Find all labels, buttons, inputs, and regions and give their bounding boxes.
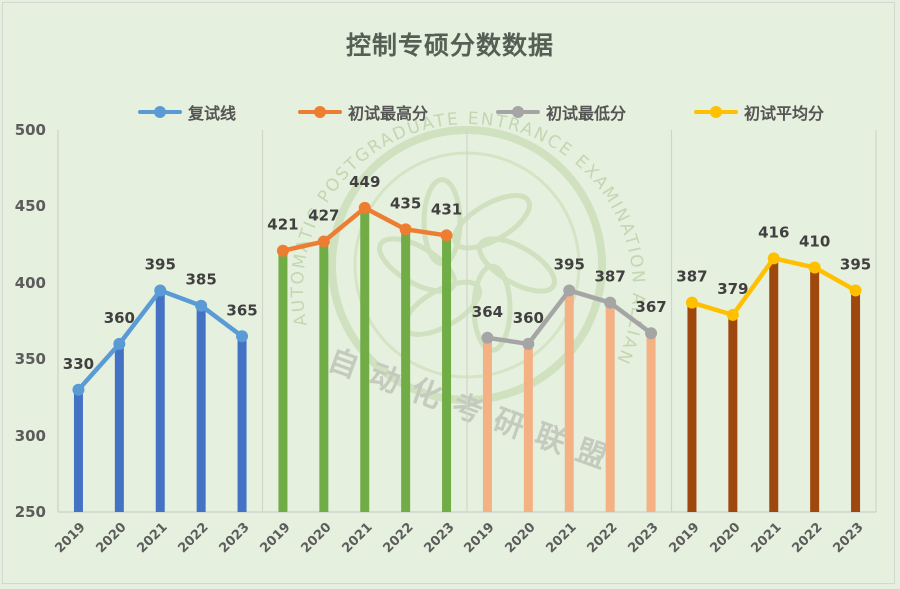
data-label: 416 (758, 223, 789, 241)
data-label: 385 (185, 271, 216, 289)
y-tick: 500 (14, 121, 46, 139)
bar[interactable] (196, 305, 206, 512)
bar[interactable] (278, 250, 288, 512)
data-label: 387 (676, 268, 707, 286)
bar[interactable] (769, 258, 779, 512)
bar[interactable] (687, 302, 697, 512)
data-point[interactable] (72, 383, 85, 396)
data-label: 330 (63, 355, 94, 373)
data-point[interactable] (685, 296, 698, 309)
bar[interactable] (360, 207, 370, 513)
data-point[interactable] (358, 201, 371, 214)
bar[interactable] (401, 229, 411, 512)
data-label: 387 (594, 268, 625, 286)
data-point[interactable] (645, 327, 658, 340)
data-point[interactable] (317, 235, 330, 248)
bar[interactable] (73, 389, 83, 512)
data-label: 360 (104, 309, 135, 327)
legend-line-marker-icon (496, 100, 540, 124)
data-point[interactable] (195, 299, 208, 312)
data-point[interactable] (849, 284, 862, 297)
y-tick: 300 (14, 427, 46, 445)
series-4: 387 379 416 410 395 (676, 223, 871, 512)
legend-label: 初试最低分 (546, 104, 627, 123)
legend-line-marker-icon (138, 100, 182, 124)
data-point[interactable] (726, 308, 739, 321)
legend-item-retest-line[interactable]: 复试线 (138, 100, 236, 124)
y-tick: 450 (14, 197, 46, 215)
data-point[interactable] (276, 244, 289, 257)
data-label: 410 (799, 233, 830, 251)
bar[interactable] (155, 290, 165, 512)
data-label: 367 (635, 298, 666, 316)
bar[interactable] (646, 333, 656, 512)
data-point[interactable] (604, 296, 617, 309)
data-point[interactable] (563, 284, 576, 297)
y-tick: 400 (14, 274, 46, 292)
data-label: 365 (226, 301, 257, 319)
legend-item-avg-score[interactable]: 初试平均分 (694, 100, 824, 124)
legend-line-marker-icon (694, 100, 738, 124)
data-label: 435 (390, 194, 421, 212)
data-label: 364 (472, 303, 503, 321)
data-point[interactable] (481, 331, 494, 344)
data-point[interactable] (767, 252, 780, 265)
data-point[interactable] (113, 337, 126, 350)
bar[interactable] (810, 267, 820, 512)
legend: 复试线 初试最高分 初试最低分 初试平均分 (0, 100, 900, 124)
bar[interactable] (851, 290, 861, 512)
data-label: 431 (431, 200, 462, 218)
data-label: 395 (145, 255, 176, 273)
bar[interactable] (319, 241, 329, 512)
bar[interactable] (237, 336, 247, 512)
series-1: 330 360 395 385 365 (63, 255, 258, 512)
bar[interactable] (482, 337, 492, 512)
data-point[interactable] (808, 261, 821, 274)
data-label: 360 (513, 309, 544, 327)
series-2: 421 427 449 435 431 (267, 173, 462, 513)
legend-item-min-score[interactable]: 初试最低分 (496, 100, 626, 124)
data-label: 421 (267, 216, 298, 234)
legend-label: 初试最高分 (348, 104, 429, 123)
bar[interactable] (605, 302, 615, 512)
legend-label: 复试线 (188, 104, 237, 123)
series-3: 364 360 395 387 367 (472, 255, 667, 512)
data-point[interactable] (154, 284, 167, 297)
data-point[interactable] (440, 229, 453, 242)
data-label: 449 (349, 173, 380, 191)
data-label: 395 (554, 255, 585, 273)
bar[interactable] (564, 290, 574, 512)
data-label: 379 (717, 280, 748, 298)
bar[interactable] (523, 343, 533, 512)
bar[interactable] (728, 314, 738, 512)
data-point[interactable] (522, 337, 535, 350)
bar[interactable] (114, 343, 124, 512)
bar[interactable] (442, 235, 452, 512)
legend-label: 初试平均分 (744, 104, 825, 123)
data-point[interactable] (399, 223, 412, 236)
legend-line-marker-icon (298, 100, 342, 124)
legend-item-max-score[interactable]: 初试最高分 (298, 100, 428, 124)
y-tick: 250 (14, 503, 46, 521)
chart-title: 控制专硕分数数据 (345, 31, 554, 60)
data-point[interactable] (236, 330, 249, 343)
y-tick: 350 (14, 350, 46, 368)
data-label: 427 (308, 207, 339, 225)
data-label: 395 (840, 255, 871, 273)
